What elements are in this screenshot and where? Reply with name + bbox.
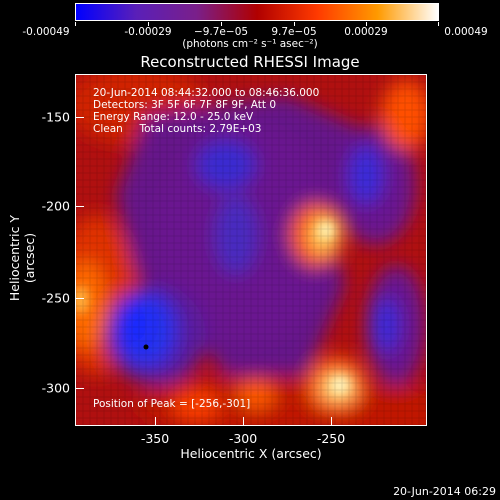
y-tick (75, 117, 84, 118)
colorbar-tick (294, 22, 295, 26)
colorbar-tick (148, 22, 149, 26)
colorbar-label: 9.7e−05 (271, 26, 317, 38)
y-tick-label: -200 (41, 198, 70, 214)
colorbar-tick (221, 22, 222, 26)
y-axis-title: Heliocentric Y (arcsec) (7, 214, 37, 302)
info-peak-position: Position of Peak = [-256,-301] (93, 398, 251, 410)
colorbar-tick (438, 22, 439, 26)
info-total-counts: Clean Total counts: 2.79E+03 (93, 123, 262, 135)
x-tick (331, 417, 332, 426)
colorbar-tick (366, 22, 367, 26)
peak-marker (143, 344, 149, 350)
x-tick-label: -350 (140, 431, 170, 446)
image-title: Reconstructed RHESSI Image (140, 53, 360, 71)
y-tick-label: -250 (41, 290, 70, 306)
x-axis-title: Heliocentric X (arcsec) (180, 446, 322, 461)
info-detectors: Detectors: 3F 5F 6F 7F 8F 9F, Att 0 (93, 99, 277, 111)
pixel-grid (76, 75, 426, 425)
colorbar (75, 3, 439, 21)
x-tick (243, 417, 244, 426)
colorbar-label: 0.00049 (444, 26, 488, 38)
y-tick (75, 206, 84, 207)
colorbar-label: -0.00049 (22, 26, 70, 38)
y-tick (75, 388, 84, 389)
x-tick-label: -300 (228, 431, 258, 446)
rhessi-image (75, 74, 427, 426)
timestamp: 20-Jun-2014 06:29 (393, 485, 496, 498)
colorbar-label: -0.00029 (124, 26, 172, 38)
info-time-range: 20-Jun-2014 08:44:32.000 to 08:46:36.000 (93, 87, 320, 99)
colorbar-label: 0.00029 (344, 26, 388, 38)
image-canvas (76, 75, 426, 425)
x-tick-label: -250 (316, 431, 346, 446)
y-tick-label: -150 (41, 109, 70, 125)
colorbar-tick (75, 22, 76, 26)
y-tick (75, 298, 84, 299)
x-tick (155, 417, 156, 426)
colorbar-label: −9.7e−05 (193, 26, 249, 38)
y-tick-label: -300 (41, 380, 70, 396)
colorbar-units: (photons cm⁻² s⁻¹ asec⁻²) (182, 38, 318, 50)
info-energy-range: Energy Range: 12.0 - 25.0 keV (93, 111, 254, 123)
